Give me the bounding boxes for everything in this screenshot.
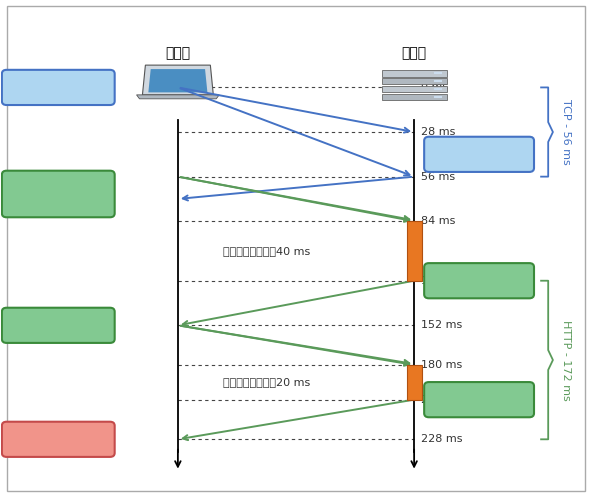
- FancyBboxPatch shape: [382, 70, 446, 77]
- Text: CSS响应: CSS响应: [459, 393, 499, 406]
- Text: ACK
GET /html: ACK GET /html: [27, 179, 89, 208]
- Text: 服务器处理时间：40 ms: 服务器处理时间：40 ms: [223, 246, 310, 256]
- Text: 84 ms: 84 ms: [422, 216, 456, 226]
- FancyBboxPatch shape: [382, 94, 446, 100]
- Text: 服务器: 服务器: [401, 46, 427, 60]
- Text: TCP - 56 ms: TCP - 56 ms: [561, 99, 571, 165]
- Text: 152 ms: 152 ms: [422, 321, 462, 331]
- Text: 124 ms: 124 ms: [422, 276, 462, 286]
- Polygon shape: [137, 95, 219, 99]
- Text: 200 ms: 200 ms: [422, 395, 462, 405]
- Text: GET /css: GET /css: [31, 319, 85, 332]
- Polygon shape: [143, 65, 213, 95]
- FancyBboxPatch shape: [424, 263, 534, 298]
- Text: 客户端: 客户端: [165, 46, 191, 60]
- Text: 228 ms: 228 ms: [422, 434, 463, 444]
- FancyBboxPatch shape: [2, 70, 115, 105]
- Text: 28 ms: 28 ms: [422, 127, 456, 137]
- Text: SYN: SYN: [46, 81, 71, 94]
- FancyBboxPatch shape: [407, 221, 422, 281]
- Text: 180 ms: 180 ms: [422, 360, 462, 370]
- FancyBboxPatch shape: [382, 78, 446, 84]
- Text: HTTP - 172 ms: HTTP - 172 ms: [561, 320, 571, 401]
- Polygon shape: [149, 69, 207, 92]
- FancyBboxPatch shape: [2, 422, 115, 457]
- FancyBboxPatch shape: [424, 382, 534, 417]
- FancyBboxPatch shape: [382, 86, 446, 92]
- Text: 服务器处理时间：20 ms: 服务器处理时间：20 ms: [223, 377, 310, 387]
- Text: 0 ms: 0 ms: [422, 83, 448, 92]
- FancyBboxPatch shape: [2, 170, 115, 217]
- Text: HTML响应: HTML响应: [454, 274, 504, 287]
- FancyBboxPatch shape: [424, 137, 534, 172]
- FancyBboxPatch shape: [2, 308, 115, 343]
- Text: 56 ms: 56 ms: [422, 171, 455, 181]
- Text: SYN ACK: SYN ACK: [452, 148, 506, 161]
- Text: 关闭连接: 关闭连接: [43, 433, 73, 446]
- FancyBboxPatch shape: [407, 365, 422, 400]
